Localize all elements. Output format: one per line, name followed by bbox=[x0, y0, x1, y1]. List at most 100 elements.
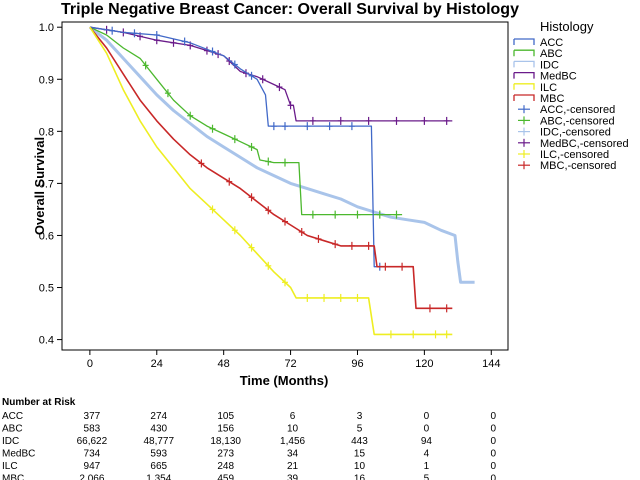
risk-cell: 0 bbox=[490, 449, 496, 460]
x-tick-label-120: 120 bbox=[415, 358, 433, 370]
risk-cell: 10 bbox=[287, 424, 299, 435]
legend-item-abc: ABC bbox=[513, 48, 563, 60]
censor-mark-abc bbox=[354, 210, 361, 219]
risk-row-label: MBC bbox=[2, 474, 24, 480]
censor-mark-medbc bbox=[259, 75, 266, 84]
censor-mark-acc bbox=[270, 122, 277, 131]
legend-label-acc-censored: ACC,-censored bbox=[540, 104, 615, 116]
risk-cell: 156 bbox=[217, 424, 234, 435]
risk-cell: 5 bbox=[424, 474, 430, 480]
censor-mark-mbc bbox=[399, 262, 406, 271]
censor-mark-medbc bbox=[276, 83, 283, 92]
risk-cell: 34 bbox=[287, 449, 299, 460]
survival-curve-idc bbox=[88, 26, 475, 284]
risk-cell: 0 bbox=[490, 411, 496, 422]
censor-mark-abc bbox=[393, 210, 400, 219]
censor-mark-acc bbox=[348, 122, 355, 131]
risk-cell: 105 bbox=[217, 411, 234, 422]
x-tick-label-0: 0 bbox=[87, 358, 93, 370]
censor-mark-ilc bbox=[354, 293, 361, 302]
legend-swatch-medbc bbox=[513, 71, 535, 79]
censor-mark-ilc bbox=[231, 226, 238, 235]
risk-row-mbc: MBC 2,066 1,354 459 39 16 5 0 bbox=[2, 474, 496, 480]
risk-cell: 947 bbox=[84, 461, 101, 472]
series-mbc bbox=[89, 26, 453, 313]
censor-mark-ilc bbox=[265, 261, 272, 270]
risk-cell: 39 bbox=[287, 474, 299, 480]
legend-swatch-mbc bbox=[513, 94, 535, 101]
risk-cell: 273 bbox=[217, 449, 234, 460]
censor-mark-ilc bbox=[321, 293, 328, 302]
censor-mark-mbc bbox=[265, 206, 272, 215]
censor-mark-medbc bbox=[421, 116, 428, 125]
legend-swatch-abc bbox=[513, 49, 535, 57]
risk-cell: 18,130 bbox=[210, 436, 241, 447]
risk-cell: 0 bbox=[424, 424, 430, 435]
risk-cell: 593 bbox=[150, 449, 167, 460]
risk-cell: 0 bbox=[490, 424, 496, 435]
series-ilc bbox=[89, 26, 453, 339]
censor-mark-mbc bbox=[226, 177, 233, 186]
risk-cell: 665 bbox=[150, 461, 167, 472]
censor-mark-ilc bbox=[337, 293, 344, 302]
x-tick-label-96: 96 bbox=[351, 358, 363, 370]
axes: 0 24 48 72 96 120 144 0.4 0.5 0.6 0.7 0.8 0.9 1.0 bbox=[39, 21, 509, 370]
legend-label-medbc: MedBC bbox=[540, 71, 577, 83]
risk-cell: 430 bbox=[150, 424, 167, 435]
legend-title: Histology bbox=[540, 19, 594, 34]
legend-item-acc: ACC bbox=[513, 37, 563, 49]
legend-label-idc: IDC bbox=[540, 59, 559, 71]
risk-row-label: ACC bbox=[2, 411, 23, 422]
series-medbc bbox=[89, 25, 453, 125]
censor-mark-mbc bbox=[332, 240, 339, 249]
risk-row-ilc: ILC 947 665 248 21 10 1 0 bbox=[2, 461, 496, 472]
censor-mark-acc bbox=[248, 71, 255, 80]
risk-cell: 21 bbox=[287, 461, 299, 472]
risk-cell: 443 bbox=[351, 436, 368, 447]
risk-cell: 274 bbox=[150, 411, 167, 422]
censor-mark-ilc bbox=[387, 330, 394, 339]
y-tick-label-0.9: 0.9 bbox=[39, 74, 54, 86]
y-tick-label-0.7: 0.7 bbox=[39, 178, 54, 190]
legend-item-ilc-censored: ILC,-censored bbox=[518, 149, 609, 161]
y-tick-label-0.5: 0.5 bbox=[39, 283, 54, 295]
risk-cell: 459 bbox=[217, 474, 234, 480]
legend-item-medbc: MedBC bbox=[513, 71, 577, 83]
censor-mark-mbc bbox=[348, 241, 355, 250]
censor-mark-acc bbox=[109, 26, 116, 35]
risk-cell: 16 bbox=[354, 474, 366, 480]
legend-item-idc-censored: IDC,-censored bbox=[518, 127, 611, 139]
legend-item-mbc: MBC bbox=[513, 93, 565, 105]
survival-curve-ilc bbox=[89, 26, 453, 336]
censor-mark-medbc bbox=[287, 101, 294, 110]
legend-label-ilc: ILC bbox=[540, 82, 557, 94]
x-tick-label-144: 144 bbox=[482, 358, 500, 370]
y-tick-label-1.0: 1.0 bbox=[39, 22, 54, 34]
risk-cell: 1,456 bbox=[280, 436, 305, 447]
risk-row-medbc: MedBC 734 593 273 34 15 4 0 bbox=[2, 449, 496, 460]
legend: Histology ACCABCIDCMedBCILCMBCACC,-censor… bbox=[513, 19, 629, 172]
risk-cell: 0 bbox=[490, 436, 496, 447]
risk-cell: 248 bbox=[217, 461, 234, 472]
risk-cell: 6 bbox=[290, 411, 296, 422]
censor-mark-ilc bbox=[432, 330, 439, 339]
legend-label-ilc-censored: ILC,-censored bbox=[540, 149, 609, 161]
chart-title: Triple Negative Breast Cancer: Overall S… bbox=[61, 1, 519, 18]
legend-label-medbc-censored: MedBC,-censored bbox=[540, 138, 629, 150]
censor-mark-acc bbox=[231, 60, 238, 69]
censor-mark-abc bbox=[282, 158, 288, 167]
risk-row-acc: ACC 377 274 105 6 3 0 0 bbox=[2, 411, 496, 422]
risk-row-label: IDC bbox=[2, 436, 19, 447]
survival-curve-abc bbox=[89, 26, 403, 216]
censor-mark-abc bbox=[209, 124, 216, 133]
x-tick-label-48: 48 bbox=[218, 358, 230, 370]
plot-frame bbox=[61, 21, 509, 351]
censor-mark-acc bbox=[304, 122, 311, 131]
censor-mark-abc bbox=[309, 210, 316, 219]
risk-row-label: ILC bbox=[2, 461, 18, 472]
risk-row-idc: IDC 66,622 48,777 18,130 1,456 443 94 0 bbox=[2, 436, 496, 447]
survival-curve-mbc bbox=[89, 26, 453, 310]
survival-curve-medbc bbox=[89, 26, 453, 122]
